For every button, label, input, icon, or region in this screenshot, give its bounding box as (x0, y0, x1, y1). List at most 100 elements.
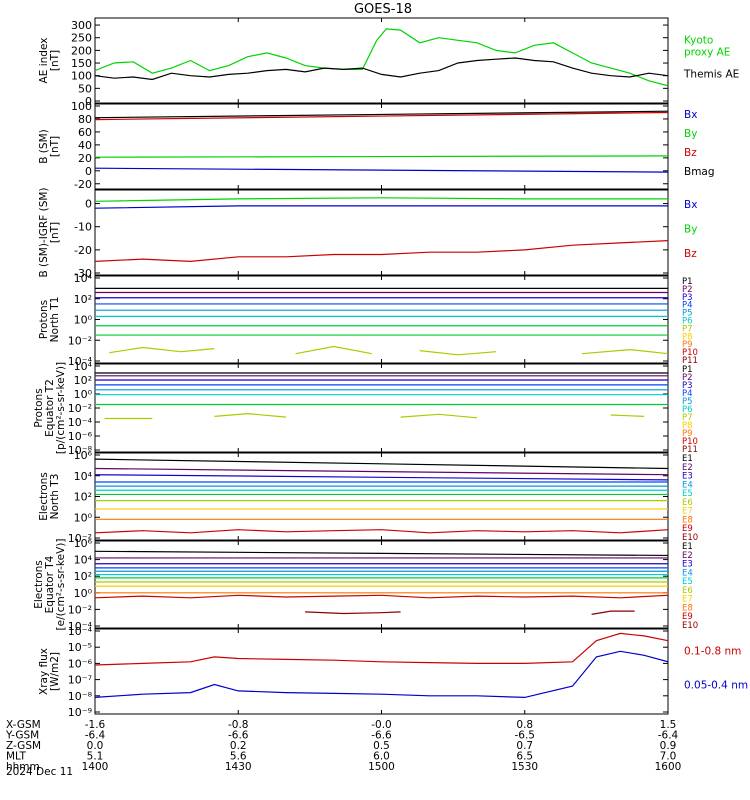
legend-label: P6 (682, 317, 693, 327)
y-tick-label: 60 (78, 126, 92, 139)
y-tick-label: 10⁴ (74, 470, 93, 483)
legend-label: E7 (682, 507, 693, 517)
channel-segment (591, 610, 635, 615)
y-tick-label: 10⁻⁴ (68, 625, 93, 638)
y-tick-label: 10⁻⁵ (68, 641, 92, 654)
y-axis-title: Protons (38, 300, 50, 339)
y-tick-label: 300 (71, 19, 92, 32)
y-tick-label: 10⁰ (74, 388, 93, 401)
data-layer (95, 458, 668, 534)
channel-segment (305, 611, 401, 615)
channel-segment (610, 414, 645, 417)
legend-label: E3 (682, 472, 693, 482)
y-axis-title: B (SM) (38, 129, 50, 163)
legend-label: Bz (684, 147, 697, 159)
legend-label: E10 (682, 533, 698, 543)
x-row-value: -6.6 (371, 730, 392, 742)
y-tick-label: 10⁻⁸ (68, 690, 93, 703)
y-tick-label: 20 (78, 152, 92, 165)
series-line (95, 240, 668, 263)
legend-label: E7 (682, 595, 693, 605)
legend-label: E8 (682, 515, 693, 525)
y-tick-label: 10⁻⁹ (68, 706, 92, 719)
legend-label: E2 (682, 551, 693, 561)
y-tick-label: 200 (71, 44, 92, 57)
y-tick-label: 0 (85, 95, 92, 108)
legend-label: By (684, 224, 697, 236)
panel-xray: 10⁻⁹ 10⁻⁸ 10⁻⁷ 10⁻⁶ 10⁻⁵ 10⁻⁴ Xray flux [W/m2] 0… (38, 625, 748, 719)
legend-label: P2 (682, 285, 693, 295)
y-tick-label: 10⁻⁴ (68, 620, 93, 633)
panel-frame (94, 628, 669, 715)
y-tick-label: 10⁻⁴ (68, 416, 93, 429)
data-layer (95, 372, 668, 420)
x-row-value: 1500 (368, 761, 395, 773)
channel-segment (214, 412, 287, 418)
y-tick-label: 250 (71, 32, 92, 45)
y-tick-label: 10⁻² (68, 603, 92, 616)
channel-line (95, 474, 668, 481)
y-tick-label: -20 (74, 244, 92, 257)
x-row-value: 1.5 (660, 719, 677, 731)
y-tick-label: 10⁻⁸ (68, 444, 93, 457)
panel-frame (94, 275, 669, 364)
legend-label: E6 (682, 498, 693, 508)
y-axis-title: Xray flux (38, 648, 50, 695)
y-tick-label: 150 (71, 57, 92, 70)
x-row-value: -0.8 (228, 719, 249, 731)
series-line (95, 155, 668, 158)
panel-bigrf: -30 -20 -10 0 B (SM)-IGRF (SM) [nT] Bx By Bz (38, 187, 697, 280)
y-axis-title: North T3 (49, 474, 61, 520)
x-row-name: Z-GSM (6, 740, 41, 752)
legend-label: P10 (682, 437, 698, 447)
x-row-value: 0.8 (516, 719, 533, 731)
y-tick-label: 10⁰ (74, 511, 93, 524)
y-tick-label: 10⁻² (68, 532, 92, 545)
legend-label: P9 (682, 429, 693, 439)
legend-label: Bx (684, 199, 697, 211)
legend-label: P3 (682, 293, 693, 303)
legend-label: E1 (682, 454, 693, 464)
y-tick-label: 10⁻⁶ (68, 430, 93, 443)
channel-segment (295, 345, 373, 355)
date-label: 2024 Dec 11 (6, 766, 73, 778)
y-tick-label: 10⁴ (74, 554, 93, 567)
x-row-value: -6.4 (85, 730, 106, 742)
legend-label: Bmag (684, 166, 715, 178)
series-line (95, 205, 668, 209)
legend-label: E4 (682, 480, 693, 490)
y-axis-title: [p/(cm²-s-sr-keV)] (55, 362, 67, 454)
y-axis-title: AE index (38, 38, 50, 84)
channel-segment (109, 346, 215, 354)
legend-label: Kyoto (684, 35, 713, 47)
y-tick-label: 10⁶ (74, 449, 93, 462)
x-row-value: 5.1 (87, 751, 104, 763)
figure-title: GOES-18 (354, 2, 412, 17)
y-tick-label: 50 (78, 82, 92, 95)
legend-label: P10 (682, 348, 698, 358)
legend-label: E9 (682, 612, 693, 622)
legend-label: P6 (682, 405, 693, 415)
y-axis-title: Electrons (38, 472, 50, 521)
y-axis-title: [e/(cm²-s-sr-keV)] (55, 539, 67, 631)
channel-segment (95, 594, 668, 599)
data-layer (95, 28, 668, 87)
x-row-value: 1430 (225, 761, 252, 773)
panel-frame (94, 17, 669, 104)
legend-label: E5 (682, 577, 693, 587)
legend-label: P9 (682, 340, 693, 350)
x-row-name: hhmm (6, 761, 40, 773)
channel-line (95, 550, 668, 557)
y-tick-label: 10² (74, 374, 92, 387)
channel-segment (95, 529, 668, 534)
series-line (95, 632, 668, 666)
y-axis-title: [W/m2] (49, 652, 61, 691)
series-line (95, 167, 668, 173)
y-axis-title: North T1 (49, 297, 61, 343)
legend-label: P7 (682, 324, 693, 334)
series-line (95, 111, 668, 121)
x-row-value: -0.0 (371, 719, 392, 731)
x-row-value: -1.6 (85, 719, 106, 731)
